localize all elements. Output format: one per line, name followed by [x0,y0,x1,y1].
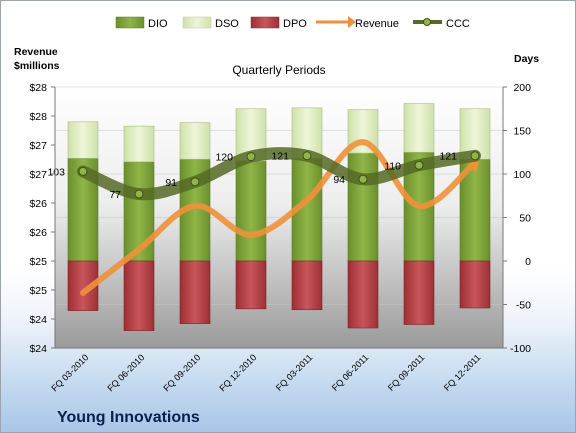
right-tick-label: 0 [525,256,531,268]
ccc-data-label: 110 [384,160,401,172]
ccc-marker [470,151,480,161]
legend-label-dio: DIO [148,18,168,30]
left-tick-label: $27 [29,140,47,152]
ccc-marker [358,174,368,184]
ccc-marker [246,152,256,162]
ccc-marker [78,166,88,176]
bar-dpo [459,260,491,309]
left-tick-label: $25 [29,256,47,268]
category-label: FQ 12-2011 [442,352,483,393]
ccc-data-label: 91 [165,177,177,189]
company-name: Young Innovations [57,409,200,426]
chart-title: Quarterly Periods [232,63,325,77]
bar-dso [403,103,435,153]
bar-dpo [291,260,323,311]
category-label: FQ 09-2011 [386,352,427,393]
category-label: FQ 06-2011 [330,352,371,393]
left-tick-label: $24 [29,314,47,326]
ccc-data-label: 121 [271,151,289,163]
legend-label-dso: DSO [215,18,239,30]
bar-dpo [235,260,267,310]
ccc-line [77,147,481,201]
right-tick-label: 50 [519,213,531,225]
right-tick-label: 150 [513,126,531,138]
ccc-data-label: 94 [333,174,345,186]
bar-dpo [347,260,379,329]
left-axis-title-line1: Revenue [14,46,58,58]
category-label: FQ 06-2010 [105,352,146,393]
bar-dpo [403,260,435,325]
bar-dso [123,125,155,163]
legend-marker-ccc [423,18,431,26]
right-tick-label: 200 [513,82,531,94]
bar-dpo [179,260,211,324]
ccc-data-label: 77 [109,189,121,201]
bar-dso [179,122,211,160]
bar-dso [67,121,99,159]
legend-swatch-dso [182,16,212,29]
legend-arrow-revenue [348,16,356,28]
right-tick-label: -50 [516,300,531,312]
left-axis-title-line2: $millions [14,60,60,72]
ccc-marker [190,177,200,187]
category-label: FQ 03-2010 [49,352,90,393]
legend: DIO DSO DPO Revenue CCC [115,16,470,30]
left-tick-label: $24 [29,343,47,355]
category-label: FQ 09-2010 [161,352,202,393]
legend-swatch-dpo [250,16,280,29]
left-tick-label: $26 [29,198,47,210]
right-axis-title: Days [514,53,539,65]
category-label: FQ 03-2011 [274,352,315,393]
left-tick-label: $25 [29,285,47,297]
left-tick-label: $27 [29,169,47,181]
legend-swatch-dio [115,16,145,29]
line-series: 103 77 91 120 121 94 110 121 [47,139,481,296]
left-tick-label: $28 [29,111,47,123]
bar-dio [347,152,379,262]
ccc-data-label: 103 [47,166,65,178]
category-label: FQ 12-2010 [217,352,258,393]
bar-dpo [123,260,155,331]
left-tick-label: $28 [29,82,47,94]
ccc-marker [134,189,144,199]
bar-dio [235,160,267,262]
legend-label-dpo: DPO [283,18,307,30]
left-tick-label: $26 [29,227,47,239]
ccc-marker [414,160,424,170]
ccc-data-label: 121 [439,151,457,163]
legend-label-ccc: CCC [446,18,470,30]
ccc-data-label: 120 [215,152,233,164]
right-tick-label: -100 [510,343,531,355]
revenue-line [80,139,478,296]
ccc-marker [302,151,312,161]
legend-label-revenue: Revenue [355,18,399,30]
right-tick-label: 100 [513,169,531,181]
